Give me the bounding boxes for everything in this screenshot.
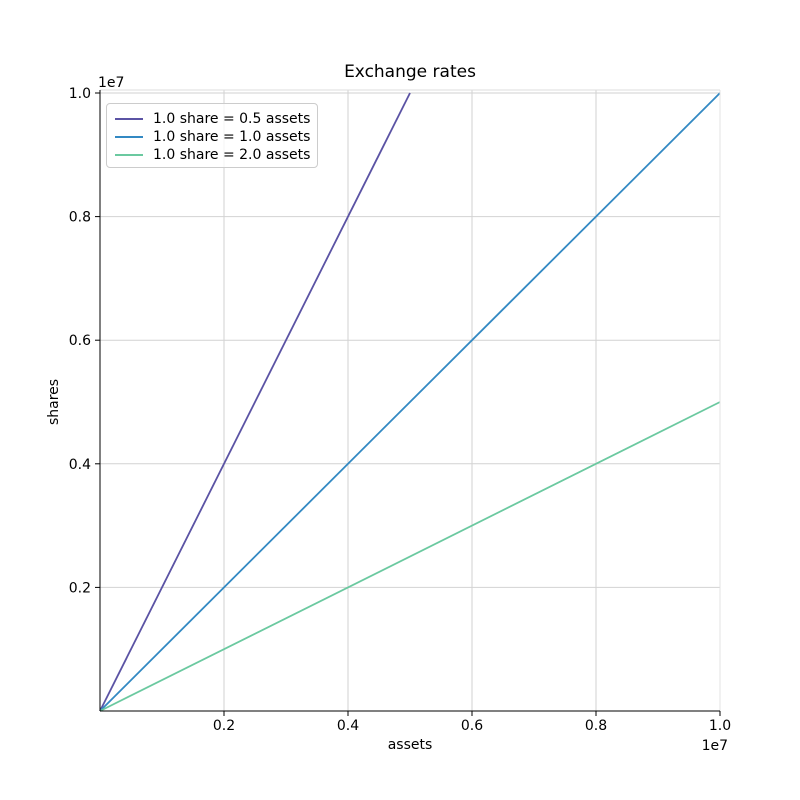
y-tick-label: 0.6 xyxy=(69,333,91,349)
legend-entry: 1.0 share = 1.0 assets xyxy=(115,128,311,146)
legend-line-swatch xyxy=(115,136,143,138)
x-tick-label: 0.4 xyxy=(337,718,359,734)
legend: 1.0 share = 0.5 assets 1.0 share = 1.0 a… xyxy=(106,103,318,168)
y-tick-label: 0.4 xyxy=(69,457,91,473)
legend-entry: 1.0 share = 2.0 assets xyxy=(115,146,311,164)
x-tick-label: 1.0 xyxy=(709,718,731,734)
legend-line-swatch xyxy=(115,118,143,120)
x-tick-label: 0.2 xyxy=(213,718,235,734)
y-tick-label: 1.0 xyxy=(69,86,91,102)
series-layer xyxy=(99,92,721,712)
legend-label: 1.0 share = 1.0 assets xyxy=(153,129,311,145)
x-axis-offset-text: 1e7 xyxy=(702,738,728,754)
x-axis-label: assets xyxy=(388,737,433,753)
y-axis-label: shares xyxy=(46,379,62,425)
x-tick-label: 0.8 xyxy=(585,718,607,734)
tick-layer: 0.2 0.4 0.6 0.8 1.0 0.2 0.4 0.6 0.8 1.0 xyxy=(69,86,731,734)
legend-entry: 1.0 share = 0.5 assets xyxy=(115,110,311,128)
y-axis-offset-text: 1e7 xyxy=(98,75,124,91)
legend-label: 1.0 share = 0.5 assets xyxy=(153,111,311,127)
x-tick-label: 0.6 xyxy=(461,718,483,734)
y-tick-label: 0.2 xyxy=(69,580,91,596)
legend-line-swatch xyxy=(115,154,143,156)
series-line xyxy=(99,92,721,712)
axes-spines xyxy=(99,89,721,712)
series-line xyxy=(99,401,721,712)
series-line xyxy=(99,92,411,712)
chart-title: Exchange rates xyxy=(344,62,476,82)
legend-label: 1.0 share = 2.0 assets xyxy=(153,147,311,163)
y-tick-label: 0.8 xyxy=(69,210,91,226)
